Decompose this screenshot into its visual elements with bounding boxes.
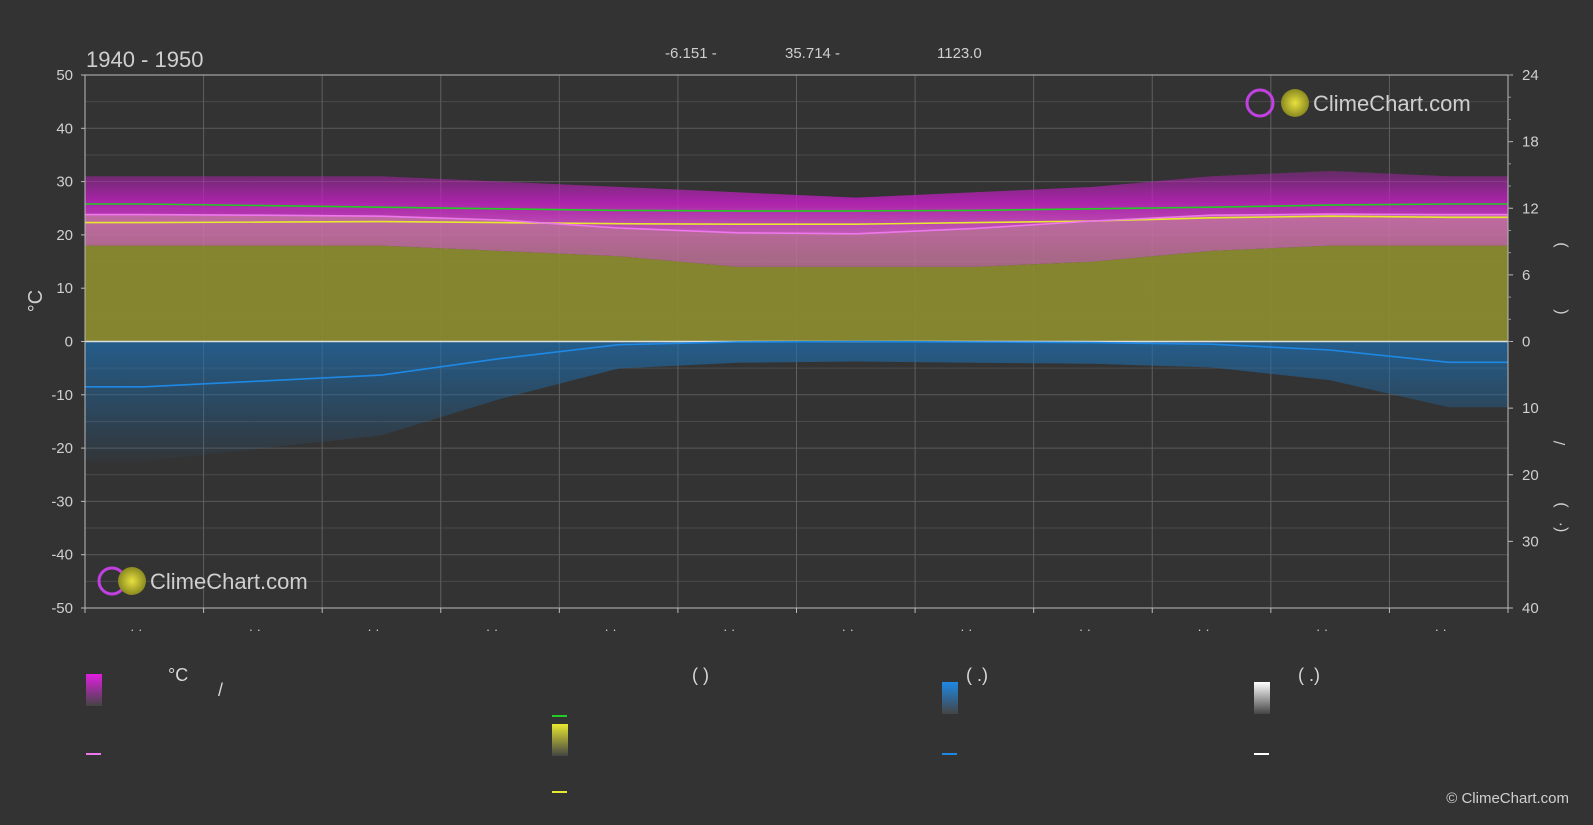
legend-line-swatch [1254, 753, 1269, 755]
right-axis-label-part: ) [1552, 242, 1569, 247]
legend-item [552, 791, 683, 793]
month-label: · · [842, 622, 854, 637]
precip-line [85, 340, 1508, 388]
month-label: · · [604, 622, 616, 637]
right-axis-labels: ) ( /) (· [1552, 242, 1569, 532]
period-title: 1940 - 1950 [86, 47, 203, 72]
right-tick-label-upper: 24 [1522, 67, 1539, 84]
logo-sun-icon [118, 567, 146, 595]
sunshine-area [85, 245, 1508, 342]
legend-header: ( ) [692, 665, 709, 685]
legend-item: / [86, 674, 223, 706]
right-tick-label-upper: 18 [1522, 134, 1539, 151]
legend-item [942, 682, 1074, 714]
copyright: © ClimeChart.com [1446, 790, 1569, 807]
left-tick-label: 10 [56, 280, 73, 297]
legend-gradient-swatch [86, 674, 102, 706]
right-tick-label-lower: 10 [1522, 400, 1539, 417]
latitude-label: -6.151 - [665, 45, 717, 62]
legend-line-swatch [552, 791, 567, 793]
month-label: · · [1316, 622, 1328, 637]
month-label: · · [1197, 622, 1209, 637]
legend-line-swatch [942, 753, 957, 755]
left-tick-label: -40 [51, 547, 73, 564]
right-axis-label-part: ( [1552, 309, 1569, 315]
month-label: · · [723, 622, 735, 637]
daylight-line [85, 203, 1508, 212]
legend-item [1254, 682, 1386, 714]
legend-item [552, 715, 683, 717]
month-label: · · [1435, 622, 1447, 637]
left-tick-label: 50 [56, 67, 73, 84]
left-tick-label: -30 [51, 493, 73, 510]
left-tick-label: 40 [56, 120, 73, 137]
left-tick-label: -50 [51, 600, 73, 617]
right-tick-label-lower: 30 [1522, 533, 1539, 550]
legend: °C ( ) ( .) ( .) / [0, 655, 1593, 825]
logo-ring-icon [1245, 88, 1275, 118]
legend-line-swatch [86, 753, 101, 755]
right-axis-label-part: ) [1552, 502, 1569, 507]
right-tick-label-upper: 0 [1522, 334, 1530, 351]
legend-item [942, 753, 1073, 755]
axes: 50 40 30 20 10 0 -10 -20 -30 -40 -50 24 18 12 6 0 10 20 30… [51, 67, 1538, 637]
month-label: · · [249, 622, 261, 637]
legend-gradient-swatch [552, 724, 568, 756]
right-tick-label-upper: 6 [1522, 267, 1530, 284]
right-tick-label-lower: 40 [1522, 600, 1539, 617]
precip-area [85, 341, 1508, 462]
climate-chart: 1940 - 1950 -6.151 - 35.714 - 1123.0 °C … [25, 45, 1569, 637]
legend-gradient-swatch [942, 682, 958, 714]
month-label: · · [367, 622, 379, 637]
right-tick-label-upper: 12 [1522, 200, 1539, 217]
legend-header: ( .) [1298, 665, 1320, 685]
chart-lines [85, 203, 1508, 388]
month-label: · · [486, 622, 498, 637]
right-axis-label-part: / [1552, 440, 1569, 445]
legend-item [552, 724, 684, 756]
logo-sun-icon [1281, 89, 1309, 117]
left-tick-label: 30 [56, 174, 73, 191]
legend-gradient-swatch [1254, 682, 1270, 714]
elevation-label: 1123.0 [937, 45, 982, 62]
left-tick-label: -20 [51, 440, 73, 457]
left-tick-label: -10 [51, 387, 73, 404]
logo-text-top: ClimeChart.com [1313, 91, 1471, 116]
legend-header: °C [168, 665, 189, 685]
mean-temp-line [85, 213, 1508, 235]
logo-bottom: ClimeChart.com [97, 566, 308, 596]
logo-text-bottom: ClimeChart.com [150, 569, 308, 594]
legend-line-swatch [552, 715, 567, 717]
logo-top: ClimeChart.com [1245, 88, 1471, 118]
legend-item [1254, 753, 1385, 755]
legend-item [86, 753, 217, 755]
month-label: · · [1079, 622, 1091, 637]
legend-text: / [218, 679, 224, 700]
left-axis-label: °C [25, 290, 47, 312]
sunshine-line [85, 215, 1508, 225]
legend-header: ( .) [966, 665, 988, 685]
min-temp-area [85, 214, 1508, 267]
right-axis-label-part: (· [1552, 522, 1569, 533]
left-tick-label: 0 [65, 334, 73, 351]
left-tick-label: 20 [56, 227, 73, 244]
right-tick-label-lower: 20 [1522, 467, 1539, 484]
month-label: · · [960, 622, 972, 637]
month-label: · · [130, 622, 142, 637]
longitude-label: 35.714 - [785, 45, 840, 62]
